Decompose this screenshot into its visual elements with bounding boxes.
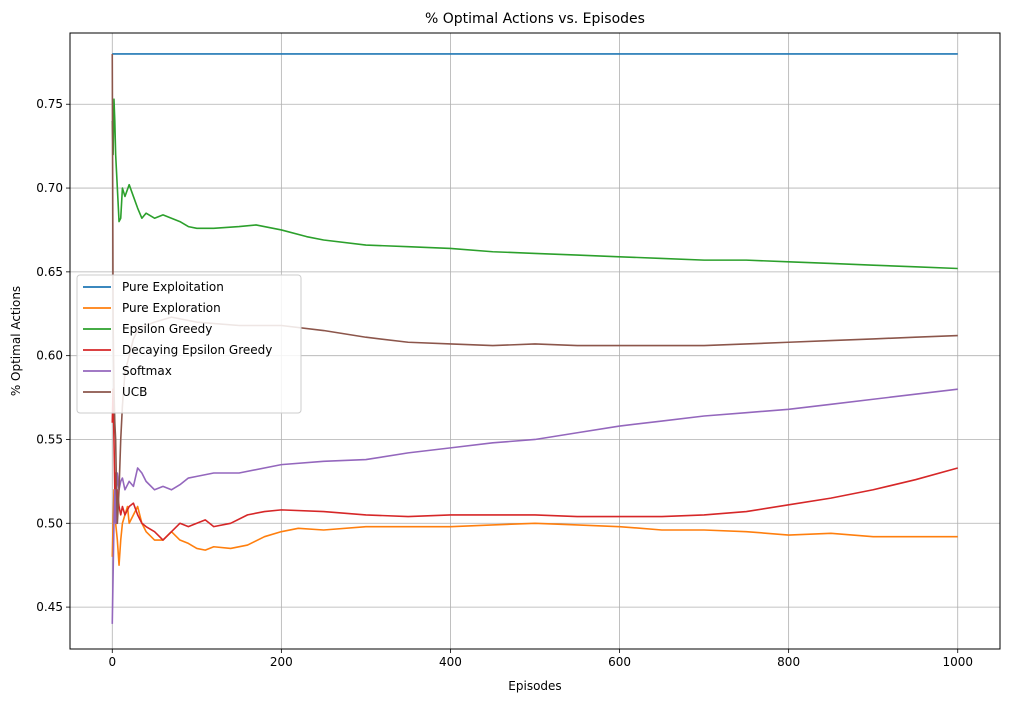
series-lines [111, 53, 958, 624]
x-axis-label: Episodes [508, 679, 561, 693]
legend-label-pure-exploitation: Pure Exploitation [122, 280, 224, 294]
y-tick-label: 0.50 [36, 516, 63, 530]
legend-label-decaying-epsilon-greedy: Decaying Epsilon Greedy [122, 343, 272, 357]
y-tick-label: 0.65 [36, 265, 63, 279]
legend-label-pure-exploration: Pure Exploration [122, 301, 221, 315]
x-tick-label: 400 [439, 655, 462, 669]
legend-label-softmax: Softmax [122, 364, 172, 378]
x-tick-label: 1000 [942, 655, 973, 669]
x-tick-label: 800 [777, 655, 800, 669]
y-tick-label: 0.55 [36, 432, 63, 446]
legend-label-ucb: UCB [122, 385, 147, 399]
series-line-softmax [111, 388, 958, 624]
x-tick-label: 0 [108, 655, 116, 669]
x-tick-label: 200 [270, 655, 293, 669]
legend-box [76, 274, 302, 414]
y-ticks: 0.45 0.50 0.55 0.60 0.65 0.70 0.75 [36, 97, 70, 614]
y-tick-label: 0.60 [36, 349, 63, 363]
series-line-pure-exploration [111, 488, 958, 566]
legend-label-epsilon-greedy: Epsilon Greedy [122, 322, 212, 336]
y-tick-label: 0.45 [36, 600, 63, 614]
legend: Pure Exploitation Pure Exploration Epsilon… [76, 274, 302, 414]
chart-title: % Optimal Actions vs. Episodes [425, 11, 645, 27]
series-line-epsilon-greedy [111, 98, 958, 270]
x-tick-label: 600 [608, 655, 631, 669]
plot-frame [69, 32, 1001, 650]
y-tick-label: 0.70 [36, 181, 63, 195]
y-tick-label: 0.75 [36, 97, 63, 111]
series-line-decaying-epsilon-greedy [111, 388, 958, 541]
y-axis-label: % Optimal Actions [9, 286, 23, 396]
x-ticks: 0 200 400 600 800 1000 [108, 649, 973, 669]
